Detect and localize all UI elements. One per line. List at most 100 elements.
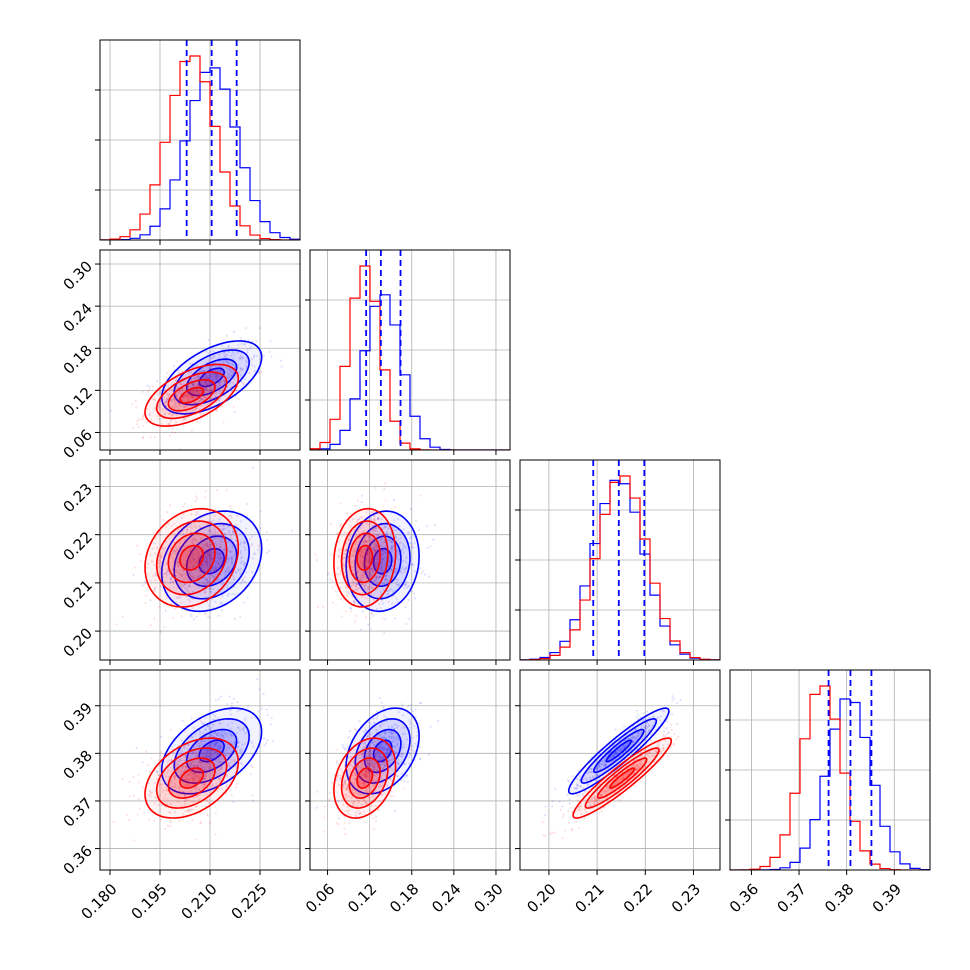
contour-blue [372, 739, 393, 763]
sample-point [209, 556, 212, 559]
sample-point [197, 390, 200, 393]
sample-point [239, 562, 242, 565]
sample-point [109, 409, 112, 412]
sample-point [165, 392, 168, 395]
sample-point [405, 547, 408, 550]
sample-point [676, 722, 679, 726]
sample-point [421, 569, 424, 573]
sample-point [364, 801, 368, 805]
sample-point [185, 393, 188, 397]
sample-point [215, 742, 219, 745]
sample-point [254, 552, 257, 556]
sample-point [367, 552, 370, 555]
sample-point [223, 572, 226, 575]
sample-point [209, 554, 212, 557]
sample-point [226, 775, 229, 778]
sample-point [361, 531, 364, 534]
sample-point [172, 548, 175, 551]
sample-point [169, 577, 172, 580]
sample-point [158, 784, 162, 787]
sample-point [192, 553, 195, 556]
sample-point [384, 732, 387, 736]
sample-point [409, 748, 412, 751]
sample-point [252, 552, 256, 555]
sample-point [172, 406, 175, 409]
sample-point [225, 703, 229, 706]
sample-point [183, 394, 187, 397]
sample-point [229, 713, 232, 716]
sample-point [360, 595, 363, 598]
sample-point [181, 719, 184, 722]
sample-point [544, 805, 547, 808]
sample-point [180, 575, 183, 578]
sample-point [364, 729, 368, 732]
sample-point [595, 774, 598, 777]
sample-point [380, 763, 383, 766]
sample-point [391, 732, 394, 735]
sample-point [381, 782, 384, 785]
sample-point [189, 556, 192, 559]
sample-point [392, 545, 395, 548]
sample-point [354, 814, 357, 817]
sample-point [187, 566, 190, 569]
sample-point [379, 725, 382, 728]
sample-point [191, 576, 194, 580]
sample-point [390, 753, 393, 756]
sample-point [199, 764, 203, 767]
sample-point [403, 787, 406, 790]
sample-point [220, 590, 223, 594]
sample-point [158, 562, 161, 565]
sample-point [395, 578, 398, 581]
sample-point [343, 781, 347, 784]
panel-frame [309, 669, 511, 871]
sample-point [196, 777, 200, 780]
sample-point [112, 820, 115, 824]
contour-red [167, 378, 216, 412]
sample-point [210, 557, 213, 560]
sample-point [409, 537, 412, 540]
sample-point [598, 765, 601, 768]
sample-point [354, 585, 357, 588]
sample-point [375, 710, 379, 713]
sample-point [204, 590, 207, 593]
sample-point [225, 570, 228, 573]
sample-point [360, 764, 363, 767]
sample-point [182, 569, 185, 572]
sample-point [151, 791, 154, 794]
sample-point [635, 735, 638, 739]
y-tick-label: 0.38 [60, 747, 96, 783]
sample-point [340, 615, 343, 618]
scatter-blue [135, 678, 275, 811]
sample-point [191, 774, 194, 777]
sample-point [244, 580, 247, 583]
sample-point [644, 731, 647, 734]
sample-point [355, 614, 358, 617]
sample-point [232, 697, 235, 700]
sample-point [369, 571, 372, 574]
sample-point [153, 802, 156, 805]
sample-point [161, 518, 164, 522]
sample-point [205, 582, 208, 586]
sample-point [403, 545, 406, 548]
sample-point [182, 418, 186, 421]
sample-point [222, 548, 225, 551]
sample-point [184, 405, 187, 408]
sample-point [188, 399, 192, 402]
sample-point [363, 742, 366, 745]
sample-point [218, 546, 221, 549]
sample-point [353, 573, 356, 576]
sample-point [268, 549, 271, 552]
sample-point [270, 355, 273, 358]
sample-point [351, 549, 354, 552]
histogram-red [520, 475, 720, 660]
sample-point [379, 744, 383, 747]
sample-point [186, 783, 189, 786]
sample-point [389, 737, 393, 740]
sample-point [144, 594, 147, 597]
sample-point [193, 778, 196, 781]
sample-point [379, 606, 382, 610]
sample-point [190, 391, 193, 394]
sample-point [128, 780, 131, 784]
sample-point [208, 756, 211, 759]
sample-point [419, 494, 422, 497]
